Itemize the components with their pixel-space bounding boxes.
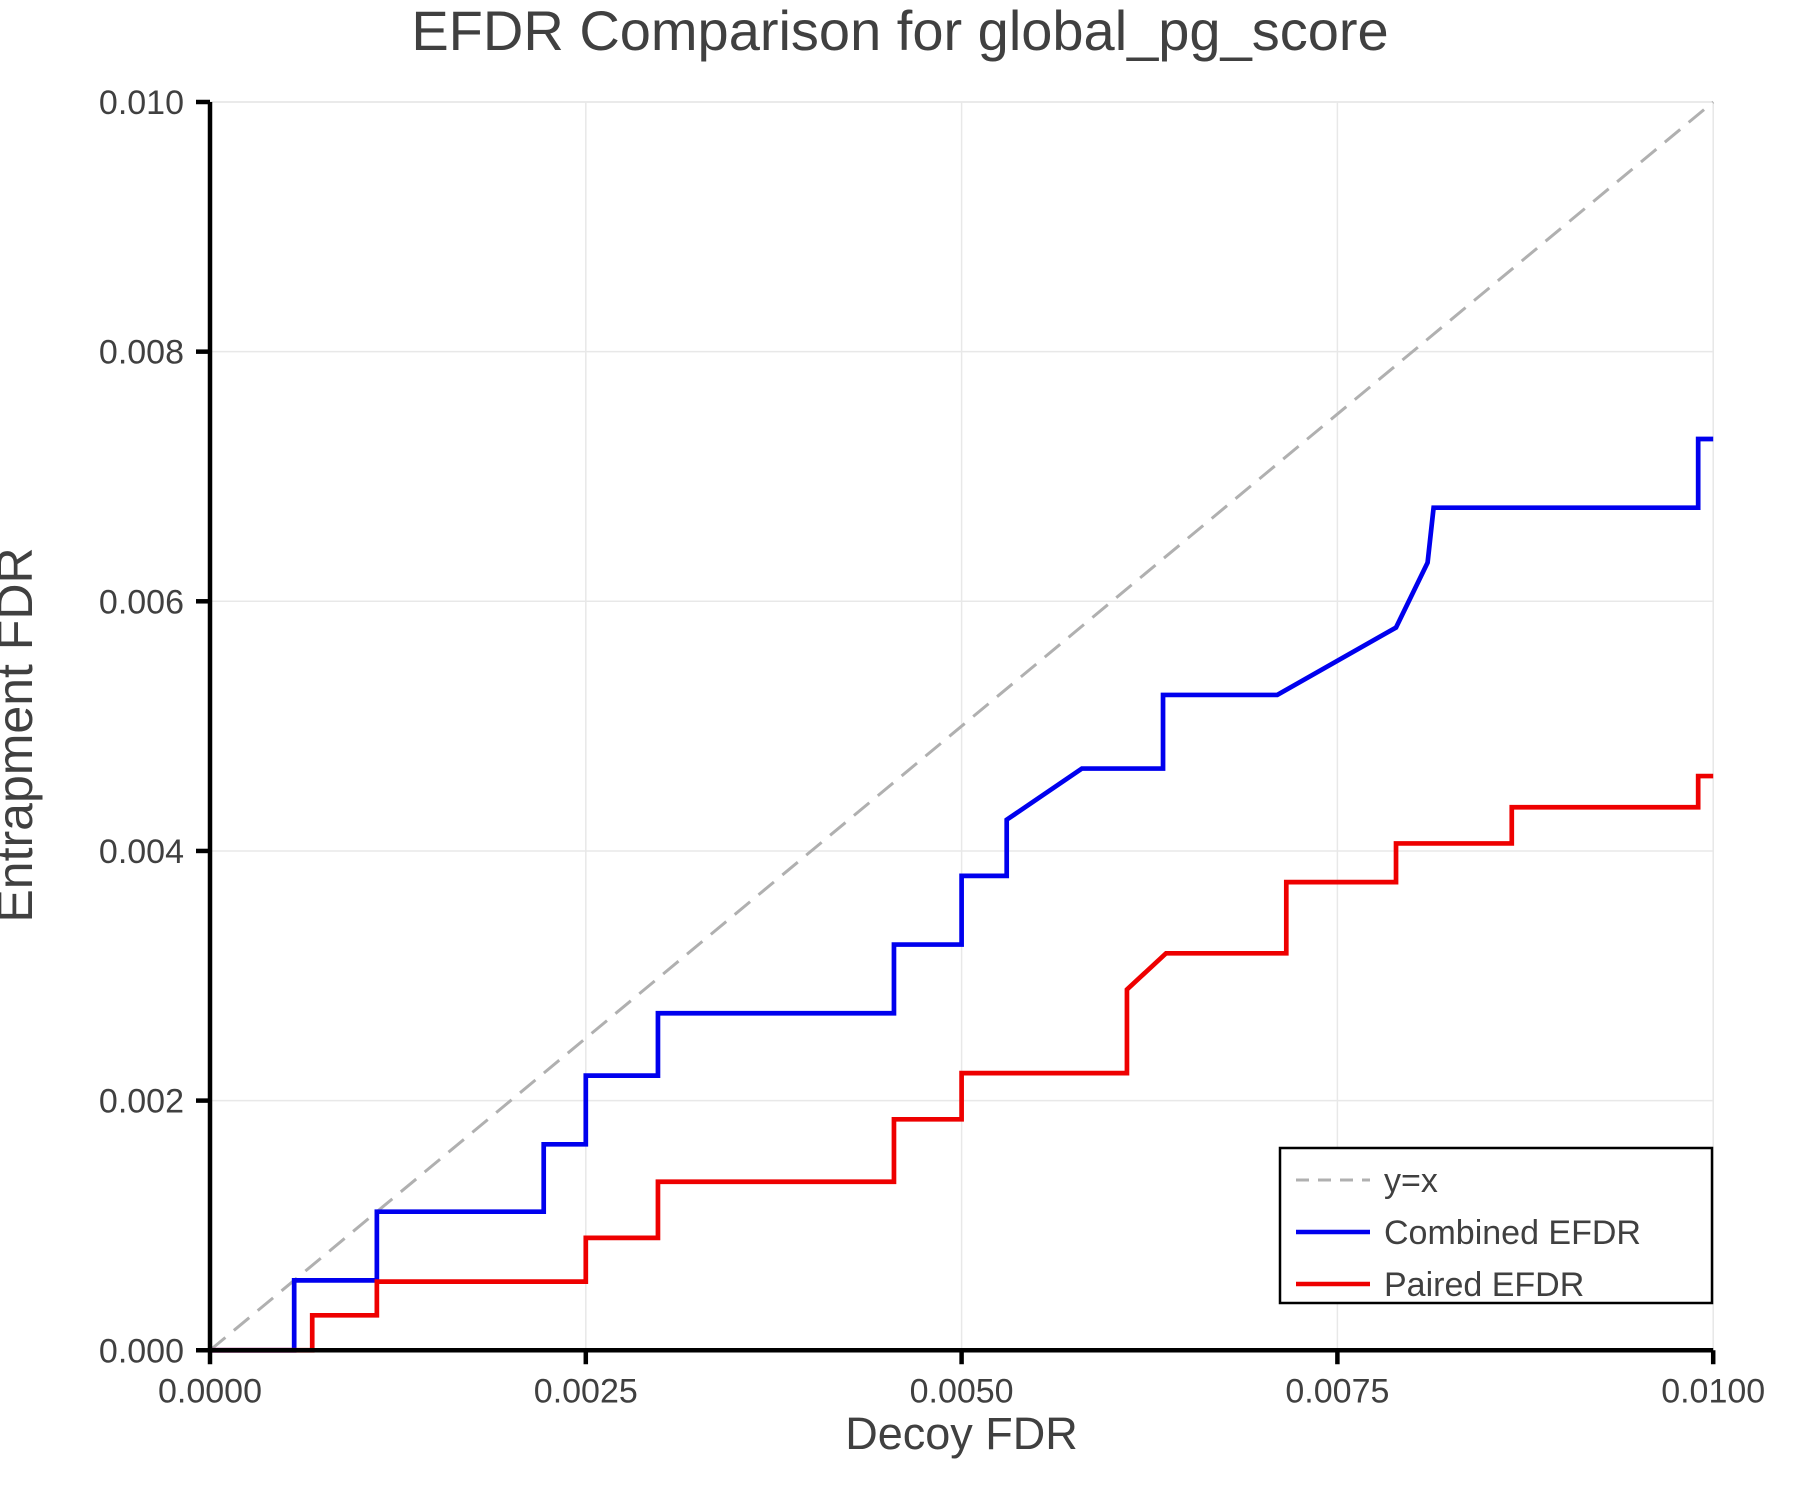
svg-text:0.0075: 0.0075 — [1285, 1372, 1389, 1410]
svg-text:0.0050: 0.0050 — [910, 1372, 1014, 1410]
svg-text:y=x: y=x — [1384, 1162, 1438, 1200]
svg-text:0.002: 0.002 — [99, 1083, 184, 1121]
svg-text:0.004: 0.004 — [99, 833, 184, 871]
svg-text:0.006: 0.006 — [99, 583, 184, 621]
svg-text:0.0025: 0.0025 — [534, 1372, 638, 1410]
svg-text:Paired EFDR: Paired EFDR — [1384, 1266, 1584, 1304]
svg-text:0.000: 0.000 — [99, 1332, 184, 1370]
svg-text:0.010: 0.010 — [99, 84, 184, 122]
svg-text:Combined EFDR: Combined EFDR — [1384, 1214, 1641, 1252]
svg-text:0.0000: 0.0000 — [158, 1372, 262, 1410]
svg-text:0.0100: 0.0100 — [1661, 1372, 1765, 1410]
svg-text:0.008: 0.008 — [99, 334, 184, 372]
